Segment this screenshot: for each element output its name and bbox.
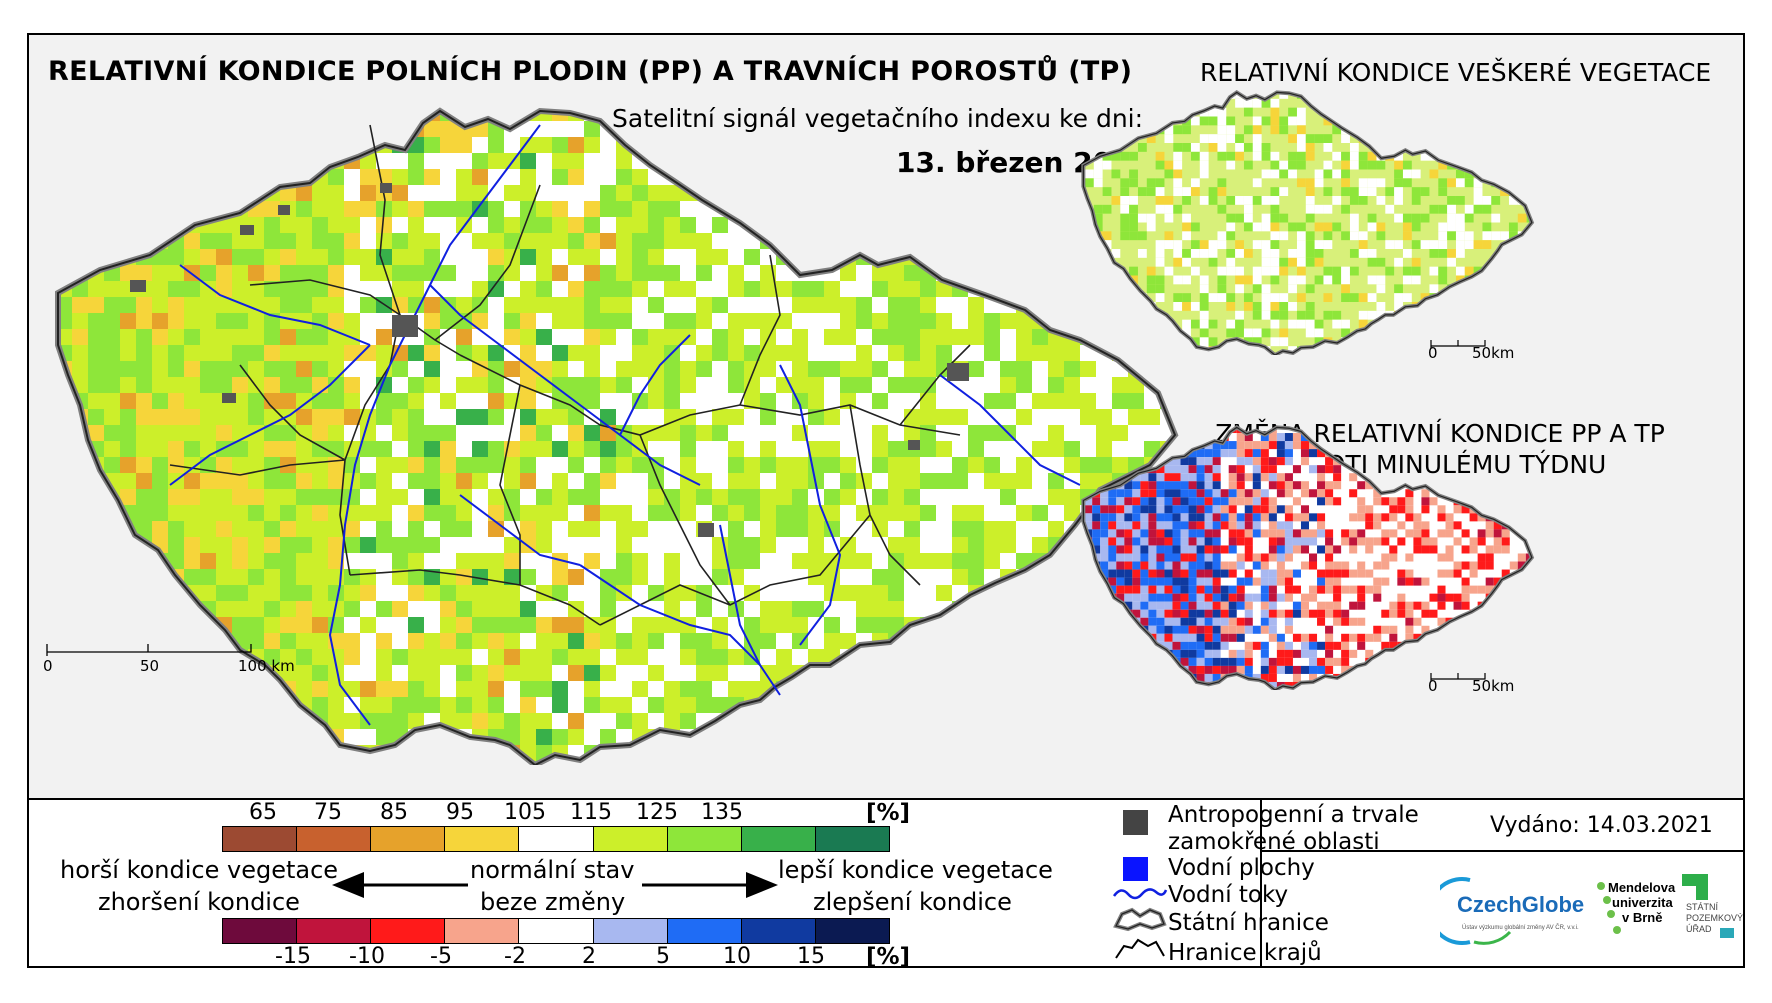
change-swatch-1 (297, 919, 372, 943)
legend-water-bodies: Vodní plochy (1168, 855, 1315, 881)
issued-divider (1260, 850, 1744, 852)
condition-swatch-3 (445, 827, 520, 851)
region-borders (169, 124, 971, 626)
chg-scale-bar (1430, 668, 1500, 687)
caption-improvement: zlepšení kondice (813, 888, 1012, 916)
change-colorbar (222, 918, 890, 944)
veg-scale-label-50: 50km (1472, 344, 1515, 362)
veg-scale-label-0: 0 (1428, 344, 1438, 362)
legend-divider (1260, 800, 1262, 966)
chg-scale-label-0: 0 (1428, 677, 1438, 695)
condition-swatch-1 (297, 827, 372, 851)
change-map (1072, 425, 1542, 690)
change-swatch-6 (667, 919, 742, 943)
main-scale-label-100: 100 km (238, 657, 295, 675)
spu-text-1: STÁTNÍ (1686, 902, 1719, 912)
water-body-swatch (1123, 857, 1148, 881)
chg-tick-m10: -10 (349, 944, 385, 969)
condition-swatch-6 (667, 827, 742, 851)
chg-tick-m2: -2 (504, 944, 526, 969)
mendel-university-logo (1595, 880, 1625, 944)
cond-unit: [%] (866, 800, 911, 826)
chg-tick-10: 10 (723, 944, 751, 969)
chg-tick-15: 15 (797, 944, 825, 969)
arrow-left-icon (330, 870, 470, 904)
main-map (40, 105, 1190, 765)
legend-anthropogenic-line2: zamokřené oblasti (1168, 829, 1380, 855)
change-swatch-7 (741, 919, 816, 943)
caption-worse: horší kondice vegetace (60, 856, 339, 884)
cond-tick-65: 65 (249, 800, 277, 825)
spu-text-2: POZEMKOVÝ (1686, 913, 1744, 923)
river-line-icon (1112, 884, 1168, 906)
chg-tick-2: 2 (582, 944, 596, 969)
cond-tick-75: 75 (314, 800, 342, 825)
change-swatch-5 (593, 919, 668, 943)
arrow-right-icon (640, 870, 780, 904)
change-swatch-8 (815, 919, 889, 943)
chg-unit: [%] (866, 944, 911, 970)
chg-tick-m15: -15 (275, 944, 311, 969)
spu-logo-mark-2 (1696, 874, 1708, 900)
legend-rivers: Vodní toky (1168, 882, 1289, 908)
spu-text-3: ÚŘAD (1686, 924, 1712, 934)
anthropogenic-areas (130, 183, 969, 537)
cond-tick-115: 115 (570, 800, 612, 825)
caption-worsening: zhoršení kondice (98, 888, 300, 916)
main-scale-label-50: 50 (140, 657, 160, 675)
anthropogenic-area-swatch (1123, 810, 1148, 835)
spu-logo-accent (1720, 928, 1734, 938)
change-swatch-2 (371, 919, 446, 943)
state-border-icon (1112, 906, 1168, 936)
change-swatch-3 (445, 919, 520, 943)
caption-normal: normální stav (470, 856, 635, 884)
cond-tick-85: 85 (380, 800, 408, 825)
cond-tick-125: 125 (636, 800, 678, 825)
legend-region-borders: Hranice krajů (1168, 940, 1322, 966)
caption-better: lepší kondice vegetace (778, 856, 1053, 884)
veg-scale-bar (1430, 335, 1500, 354)
condition-swatch-8 (815, 827, 889, 851)
issued-date: Vydáno: 14.03.2021 (1490, 813, 1713, 838)
region-border-icon (1112, 936, 1168, 966)
condition-swatch-2 (371, 827, 446, 851)
legend-anthropogenic-line1: Antropogenní a trvale (1168, 802, 1419, 828)
main-title: RELATIVNÍ KONDICE POLNÍCH PLODIN (PP) A … (48, 56, 1133, 87)
chg-tick-m5: -5 (430, 944, 452, 969)
condition-swatch-7 (741, 827, 816, 851)
cond-tick-95: 95 (446, 800, 474, 825)
legend-state-border: Státní hranice (1168, 910, 1329, 936)
change-swatch-4 (519, 919, 594, 943)
change-swatch-0 (223, 919, 298, 943)
condition-swatch-4 (519, 827, 594, 851)
condition-swatch-0 (223, 827, 298, 851)
condition-colorbar (222, 826, 890, 852)
czechglobe-logo-text: CzechGlobe (1457, 892, 1585, 917)
condition-swatch-5 (593, 827, 668, 851)
chg-scale-label-50: 50km (1472, 677, 1515, 695)
mendel-text-2: univerzita (1612, 895, 1673, 910)
cond-tick-105: 105 (504, 800, 546, 825)
czechglobe-logo-subtext: Ústav výzkumu globální změny AV ČR, v.v.… (1462, 925, 1579, 931)
main-scale-bar (46, 642, 296, 662)
vegetation-map (1072, 90, 1542, 355)
mendel-text-1: Mendelova (1608, 880, 1676, 895)
mendel-text-3: v Brně (1622, 910, 1663, 925)
chg-tick-5: 5 (656, 944, 670, 969)
vegetation-map-title: RELATIVNÍ KONDICE VEŠKERÉ VEGETACE (1200, 58, 1712, 87)
caption-no-change: beze změny (480, 888, 626, 916)
main-scale-label-0: 0 (43, 657, 53, 675)
rivers (169, 124, 1081, 726)
cond-tick-135: 135 (701, 800, 743, 825)
subtitle: Satelitní signál vegetačního indexu ke d… (612, 104, 1144, 133)
